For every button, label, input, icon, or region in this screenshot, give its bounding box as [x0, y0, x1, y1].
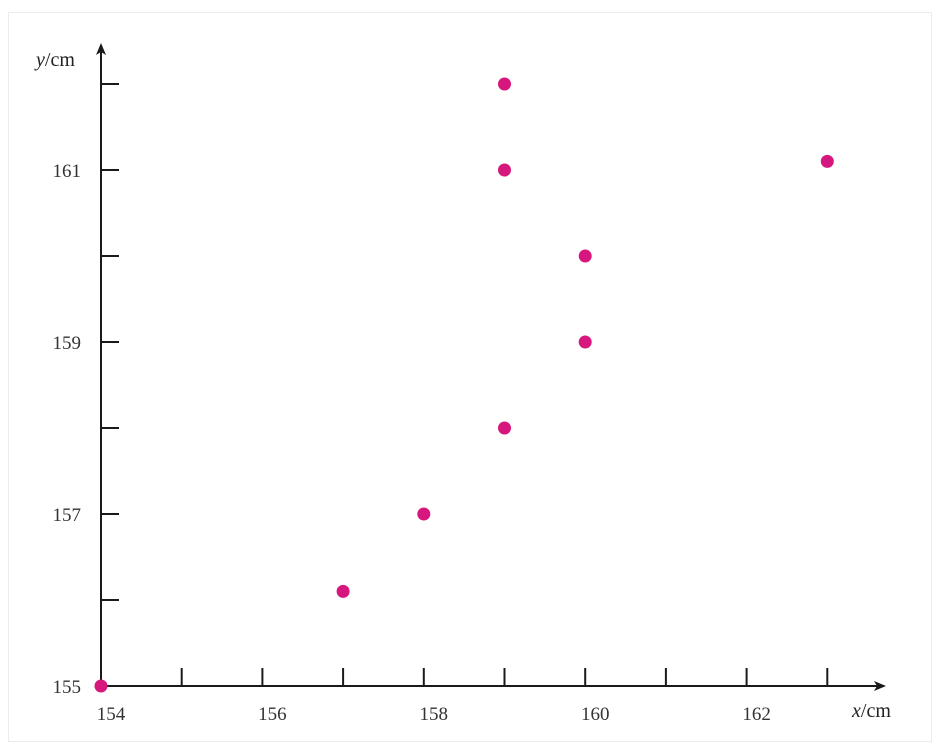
data-point [498, 77, 511, 91]
data-point [498, 163, 511, 177]
x-tick-label: 162 [742, 704, 771, 725]
data-point [498, 421, 511, 435]
y-axis-label: y/cm [34, 49, 75, 71]
x-tick-label: 158 [420, 704, 449, 725]
data-point [94, 679, 108, 693]
ticks [101, 83, 829, 686]
y-tick-label: 159 [53, 333, 82, 354]
y-tick-label: 157 [53, 505, 82, 526]
data-point [578, 335, 592, 349]
y-axis-unit: /cm [45, 49, 75, 71]
data-point [820, 154, 834, 168]
y-tick-label: 155 [53, 677, 82, 698]
data-point [336, 584, 350, 598]
x-axis-var: x [851, 700, 861, 722]
x-tick-label: 160 [581, 704, 610, 725]
data-point [578, 249, 592, 263]
y-tick-label: 161 [53, 161, 82, 182]
data-points [94, 77, 834, 693]
data-point [417, 507, 431, 521]
x-axis-label: x/cm [851, 700, 891, 722]
y-axis-var: y [34, 49, 45, 71]
chart-frame [8, 12, 932, 742]
x-tick-label: 154 [97, 704, 126, 725]
x-axis-unit: /cm [861, 700, 891, 722]
axes [96, 43, 886, 691]
tick-labels: 154 156 158 160 162 155 157 159 161 [53, 161, 771, 725]
x-tick-label: 156 [258, 704, 287, 725]
